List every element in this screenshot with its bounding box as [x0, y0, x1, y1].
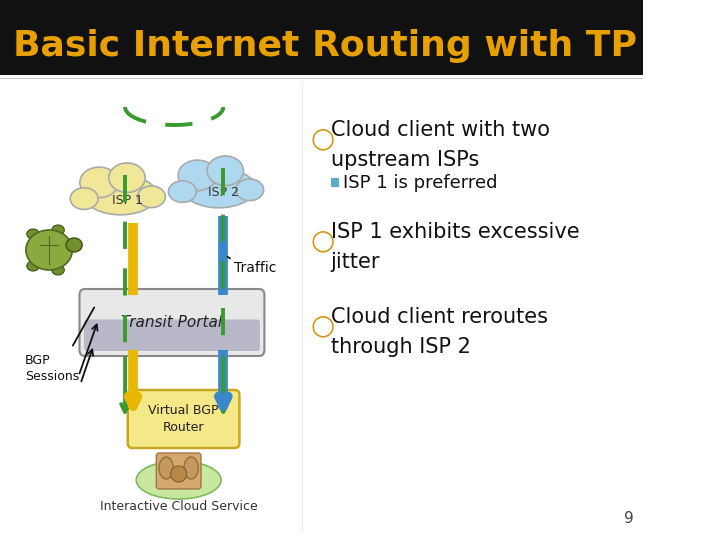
- Ellipse shape: [52, 225, 64, 235]
- Ellipse shape: [66, 238, 82, 252]
- Ellipse shape: [71, 188, 98, 210]
- Text: ISP 1 exhibits excessive: ISP 1 exhibits excessive: [330, 222, 579, 242]
- Text: ○: ○: [311, 124, 335, 152]
- Ellipse shape: [138, 186, 166, 207]
- Ellipse shape: [80, 167, 119, 198]
- Text: ISP 1 is preferred: ISP 1 is preferred: [343, 174, 498, 192]
- Ellipse shape: [52, 265, 64, 275]
- Text: Basic Internet Routing with TP: Basic Internet Routing with TP: [12, 29, 636, 63]
- Ellipse shape: [159, 457, 174, 479]
- Ellipse shape: [184, 457, 198, 479]
- Text: Traffic: Traffic: [234, 261, 276, 275]
- Ellipse shape: [207, 156, 243, 185]
- Text: Interactive Cloud Service: Interactive Cloud Service: [100, 501, 258, 514]
- Ellipse shape: [136, 461, 221, 499]
- FancyBboxPatch shape: [79, 289, 264, 356]
- Text: Transit Portal: Transit Portal: [122, 315, 222, 330]
- FancyBboxPatch shape: [84, 320, 260, 351]
- Ellipse shape: [168, 181, 197, 202]
- Ellipse shape: [178, 160, 217, 191]
- Text: Cloud client with two: Cloud client with two: [330, 120, 549, 140]
- Text: Virtual BGP
Router: Virtual BGP Router: [148, 404, 219, 434]
- FancyBboxPatch shape: [127, 390, 239, 448]
- Text: ○: ○: [311, 226, 335, 254]
- Text: upstream ISPs: upstream ISPs: [330, 150, 479, 170]
- Text: ISP 1: ISP 1: [112, 193, 143, 206]
- Ellipse shape: [84, 175, 157, 215]
- Text: 9: 9: [624, 511, 634, 526]
- Ellipse shape: [235, 179, 264, 200]
- Text: Cloud client reroutes: Cloud client reroutes: [330, 307, 547, 327]
- FancyBboxPatch shape: [0, 75, 643, 540]
- Text: through ISP 2: through ISP 2: [330, 337, 470, 357]
- FancyBboxPatch shape: [0, 0, 643, 75]
- Ellipse shape: [182, 168, 256, 208]
- Ellipse shape: [27, 261, 40, 271]
- Text: jitter: jitter: [330, 252, 380, 272]
- Text: BGP
Sessions: BGP Sessions: [25, 354, 79, 382]
- Text: ○: ○: [311, 311, 335, 339]
- Text: ISP 2: ISP 2: [208, 186, 239, 199]
- Ellipse shape: [27, 229, 40, 239]
- Ellipse shape: [171, 466, 186, 482]
- FancyBboxPatch shape: [330, 178, 338, 187]
- Ellipse shape: [26, 230, 72, 270]
- Ellipse shape: [109, 163, 145, 192]
- FancyBboxPatch shape: [156, 453, 201, 489]
